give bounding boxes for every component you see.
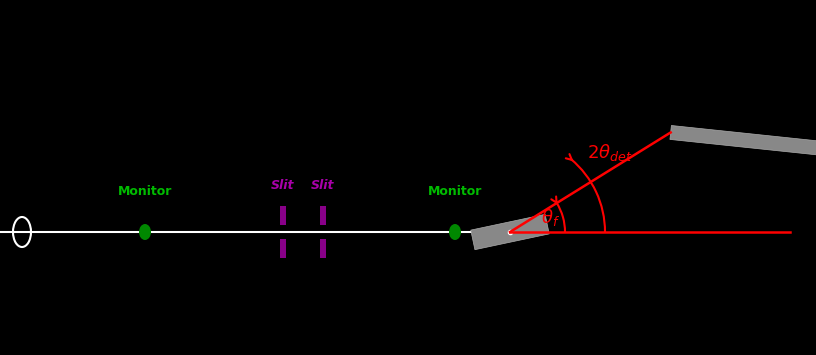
Polygon shape [471, 214, 549, 250]
Text: Monitor: Monitor [118, 185, 172, 198]
Text: Slit: Slit [311, 179, 335, 192]
Text: $2\theta_{det}$: $2\theta_{det}$ [588, 142, 632, 163]
Bar [280, 206, 286, 225]
Bar [320, 206, 326, 225]
Polygon shape [670, 126, 816, 164]
Ellipse shape [139, 224, 151, 240]
Text: Monitor: Monitor [428, 185, 482, 198]
Text: $\theta_{f}$: $\theta_{f}$ [541, 207, 560, 228]
Bar [280, 239, 286, 258]
Ellipse shape [449, 224, 461, 240]
Text: Slit: Slit [271, 179, 295, 192]
Bar [320, 239, 326, 258]
